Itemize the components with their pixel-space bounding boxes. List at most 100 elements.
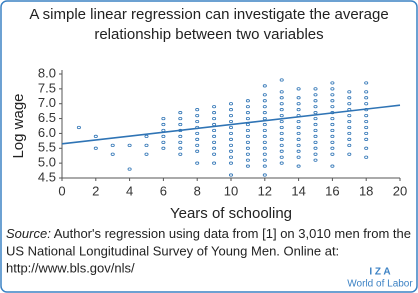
scatter-point [347,152,352,156]
scatter-point [161,122,166,127]
scatter-point [245,134,250,138]
scatter-point [144,152,149,156]
scatter-point [330,164,335,168]
scatter-point [330,134,335,138]
source-label: Source: [6,226,51,241]
scatter-point [178,122,183,127]
chart-title: relationship between two variables [94,26,323,43]
scatter-point [347,137,352,141]
scatter-point [262,93,267,97]
source-text: http://www.bls.gov/nls/ [6,260,135,275]
source-text: Author's regression using data from [1] … [51,226,411,241]
scatter-point [262,105,267,109]
scatter-point [279,143,284,147]
scatter-point [313,99,318,103]
scatter-point [279,161,284,165]
scatter-point [330,140,335,144]
scatter-point [347,90,352,94]
y-tick-label: 7.0 [38,95,56,110]
scatter-point [296,87,301,91]
scatter-point [262,146,267,150]
scatter-point [364,81,369,85]
scatter-point [195,143,200,147]
scatter-point [262,134,267,138]
scatter-point [330,128,335,133]
scatter-point [330,146,335,150]
scatter-point [178,134,183,138]
scatter-point [212,111,217,115]
scatter-point [127,167,132,171]
scatter-point [296,102,301,106]
scatter-point [110,152,115,156]
scatter-point [347,102,352,106]
scatter-point [279,155,284,159]
scatter-point [195,161,200,165]
scatter-point [178,152,183,156]
scatter-point [296,137,301,141]
scatter-point [245,111,250,115]
scatter-point [262,164,267,168]
scatter-point [313,134,318,138]
scatter-point [228,173,233,177]
scatter-point [228,102,233,106]
x-tick-label: 20 [393,183,407,198]
scatter-point [93,146,98,150]
y-tick-label: 4.5 [38,169,56,184]
scatter-point [296,143,301,147]
scatter-point [364,102,369,106]
regression-line [61,104,401,145]
scatter-point [228,119,233,124]
scatter-point [279,114,284,118]
scatter-point [228,137,233,141]
scatter-point [262,116,267,121]
scatter-point [330,99,335,103]
scatter-point [296,149,301,153]
scatter-point [364,125,369,130]
scatter-point [228,108,233,112]
scatter-point [245,140,250,144]
scatter-point [245,128,250,133]
scatter-point [127,143,132,147]
scatter-point [228,131,233,136]
scatter-point [313,122,318,127]
y-tick-label: 8.0 [38,65,56,80]
scatter-point [161,140,166,144]
scatter-point [161,134,166,138]
scatter-point [279,119,284,124]
scatter-point [161,116,166,121]
scatter-point [178,111,183,115]
x-tick-label: 2 [92,183,99,198]
scatter-point [330,93,335,97]
scatter-point [330,122,335,127]
scatter-point [347,114,352,118]
scatter-point [262,99,267,103]
scatter-point [330,81,335,85]
scatter-point [76,125,81,130]
scatter-point [195,149,200,153]
scatter-point [313,146,318,150]
scatter-point [347,125,352,130]
scatter-point [195,131,200,136]
logo-mark: I Z A [369,267,390,278]
scatter-point [228,114,233,118]
x-tick-label: 0 [58,183,65,198]
y-tick-label: 5.5 [38,140,56,155]
scatter-point [279,108,284,112]
scatter-point [262,152,267,156]
scatter-point [364,131,369,136]
y-axis-title: Log wage [10,93,27,158]
scatter-point [195,114,200,118]
scatter-point [347,119,352,124]
scatter-point [262,158,267,162]
scatter-point [364,137,369,141]
scatter-point [279,102,284,106]
scatter-point [347,96,352,100]
scatter-point [313,111,318,115]
scatter-point [212,134,217,138]
source-text: US National Longitudinal Survey of Young… [6,243,339,258]
scatter-point [212,105,217,109]
scatter-point [212,152,217,156]
scatter-point [313,105,318,109]
